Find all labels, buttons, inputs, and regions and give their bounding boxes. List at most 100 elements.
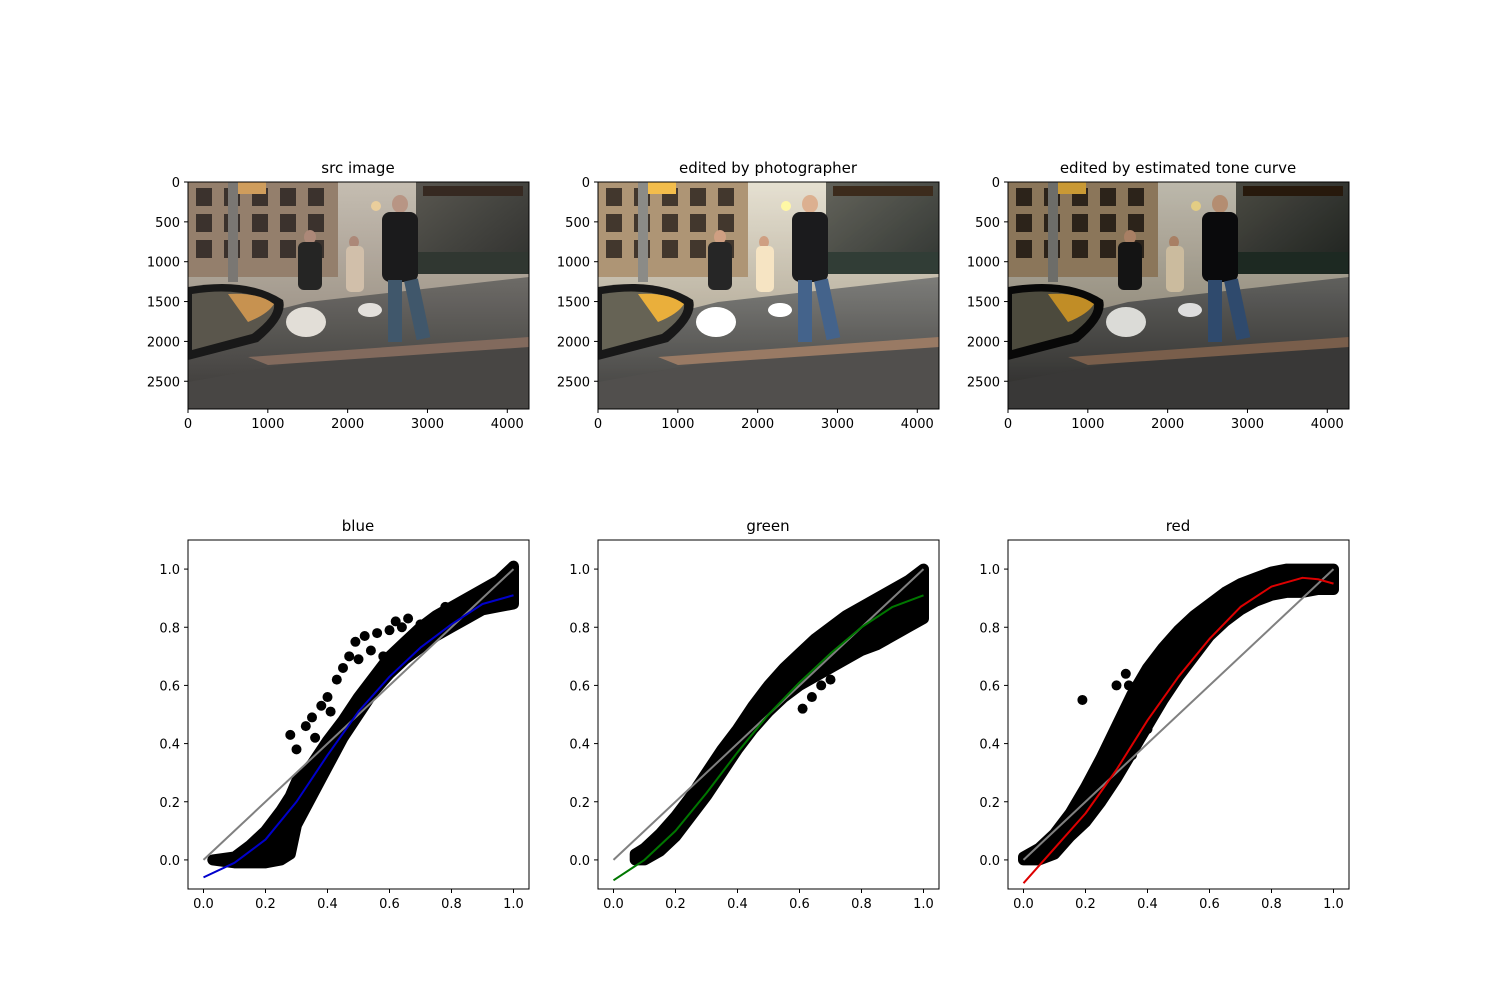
image-panel-photographer: edited by photographer 0 1000 2000 3000 4000… bbox=[557, 159, 940, 432]
y-tick-label: 0.8 bbox=[569, 621, 590, 636]
scatter-point bbox=[1133, 677, 1144, 688]
curb bbox=[248, 337, 529, 365]
photo bbox=[1008, 182, 1349, 409]
scatter-point-outlier bbox=[1148, 709, 1159, 720]
scatter-point-outlier bbox=[440, 601, 451, 612]
dog bbox=[358, 303, 382, 317]
x-tick-label: 3000 bbox=[821, 417, 854, 432]
scatter-point-outlier bbox=[378, 651, 389, 662]
building-window bbox=[718, 214, 734, 232]
scatter-point-outlier bbox=[1117, 744, 1128, 755]
person-leg bbox=[798, 280, 812, 342]
person-coat bbox=[346, 246, 364, 292]
scatter-point-outlier bbox=[372, 628, 383, 639]
x-tick-label: 3000 bbox=[1231, 417, 1264, 432]
white-bag bbox=[1106, 307, 1146, 337]
building-window bbox=[196, 188, 212, 206]
fence bbox=[1238, 252, 1349, 274]
building-window bbox=[1016, 188, 1032, 206]
axis-ticks: 0 1000 2000 3000 4000 0 500 1000 1500 2000 2500 bbox=[147, 176, 530, 432]
building-window bbox=[196, 240, 212, 258]
road bbox=[598, 347, 939, 409]
scatter-point bbox=[1080, 782, 1091, 793]
y-tick-label: 1000 bbox=[557, 256, 590, 271]
scatter-point bbox=[1129, 714, 1140, 725]
street-scene bbox=[598, 182, 939, 409]
scatter-point bbox=[1107, 755, 1118, 766]
lamp-pole bbox=[1048, 182, 1058, 282]
scatter-point-outlier bbox=[396, 622, 407, 633]
x-tick-label: 0 bbox=[1004, 417, 1012, 432]
dog bbox=[1178, 303, 1202, 317]
scatter-point-outlier bbox=[415, 619, 426, 630]
scatter-point bbox=[293, 815, 304, 826]
x-tick-label: 1000 bbox=[251, 417, 284, 432]
scatter-point-outlier bbox=[1096, 761, 1106, 772]
road bbox=[188, 347, 529, 409]
restaurant-sign bbox=[423, 186, 523, 196]
y-tick-label: 0.0 bbox=[979, 854, 1000, 869]
x-tick-label: 3000 bbox=[411, 417, 444, 432]
scatter-point bbox=[328, 751, 339, 762]
x-tick-label: 0 bbox=[594, 417, 602, 432]
person-leg bbox=[1224, 278, 1251, 341]
person-coat bbox=[1202, 212, 1238, 282]
person-coat bbox=[298, 242, 322, 290]
curb bbox=[658, 337, 939, 365]
scatter-point-outlier bbox=[322, 692, 333, 703]
building-window bbox=[690, 188, 706, 206]
building-window bbox=[1072, 214, 1088, 232]
y-tick-label: 1.0 bbox=[569, 563, 590, 578]
scatter-point bbox=[1328, 584, 1339, 595]
x-tick-label: 2000 bbox=[741, 417, 774, 432]
scatter-point bbox=[1138, 670, 1149, 681]
building-window bbox=[308, 214, 324, 232]
scatter-point bbox=[285, 791, 296, 802]
fitted-tone-curve bbox=[1022, 576, 1334, 884]
scatter-point bbox=[319, 767, 330, 778]
y-tick-label: 2500 bbox=[557, 375, 590, 390]
scatter-point bbox=[1120, 702, 1131, 713]
building-window bbox=[1016, 240, 1032, 258]
scatter-point-outlier bbox=[1123, 680, 1134, 691]
x-tick-label: 0 bbox=[184, 417, 192, 432]
chart-green: green 0.0 0.2 0.4 0.6 0.8 1.0 0.0 0.2 0.4 0.6 0.8 1… bbox=[569, 517, 940, 912]
y-tick-label: 0.2 bbox=[979, 796, 1000, 811]
x-tick-label: 4000 bbox=[1311, 417, 1344, 432]
x-tick-label: 0.6 bbox=[1199, 897, 1220, 912]
chart-blue: blue 0.0 0.2 0.4 0.6 0.8 1.0 0.0 0.2 0.4 0.6 0.8 1.… bbox=[159, 517, 530, 912]
x-tick-label: 1000 bbox=[1071, 417, 1104, 432]
person-head bbox=[714, 230, 726, 244]
person-coat bbox=[382, 212, 418, 282]
x-tick-label: 0.0 bbox=[603, 897, 624, 912]
scatter-point bbox=[285, 820, 296, 831]
scatter-point-outlier bbox=[816, 680, 827, 691]
person-head bbox=[802, 195, 818, 213]
wall-lamp bbox=[371, 201, 381, 211]
scatter-point bbox=[1133, 707, 1144, 718]
building-window bbox=[252, 240, 268, 258]
scatter-point bbox=[302, 799, 313, 810]
x-tick-label: 0.2 bbox=[665, 897, 686, 912]
scatter-point-outlier bbox=[307, 712, 317, 723]
fence bbox=[418, 252, 529, 274]
x-tick-label: 2000 bbox=[331, 417, 364, 432]
y-tick-label: 0.8 bbox=[159, 621, 180, 636]
scatter-point bbox=[1107, 730, 1118, 741]
scatter-point bbox=[315, 775, 326, 786]
scatter-point bbox=[1124, 722, 1135, 733]
scatter-point bbox=[1102, 739, 1113, 750]
x-tick-label: 1.0 bbox=[503, 897, 524, 912]
scatter-point bbox=[323, 759, 334, 770]
traffic-light bbox=[648, 182, 676, 194]
building-window bbox=[1100, 214, 1116, 232]
x-tick-label: 0.0 bbox=[193, 897, 214, 912]
y-tick-label: 1.0 bbox=[159, 563, 180, 578]
person-leg bbox=[814, 278, 841, 341]
x-tick-label: 4000 bbox=[491, 417, 524, 432]
scatter-point bbox=[310, 783, 321, 794]
x-tick-label: 1000 bbox=[661, 417, 694, 432]
scatter-point-outlier bbox=[384, 625, 395, 636]
building-window bbox=[308, 188, 324, 206]
